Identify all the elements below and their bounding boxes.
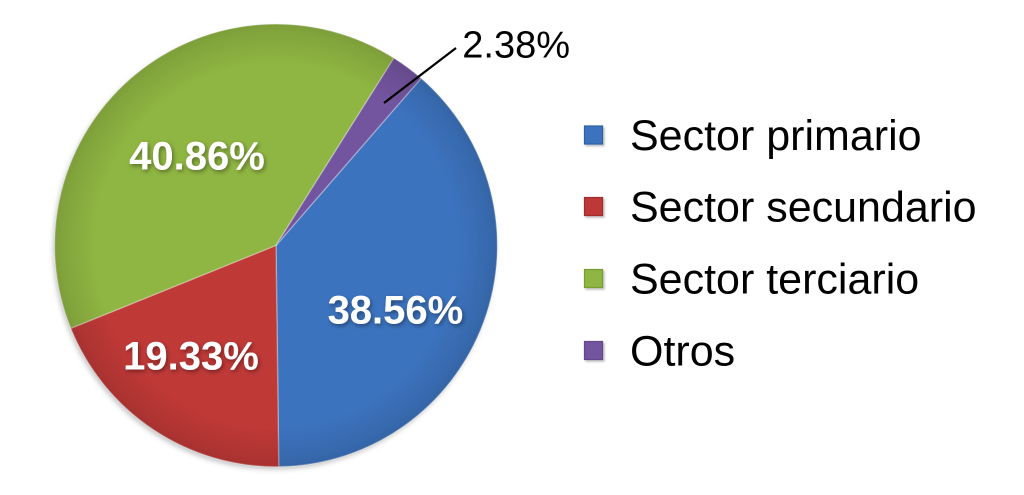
svg-text:2.38%: 2.38% (462, 24, 570, 66)
svg-text:Sector secundario: Sector secundario (630, 183, 977, 231)
svg-text:Otros: Otros (630, 327, 735, 375)
svg-text:38.56%: 38.56% (328, 289, 464, 333)
svg-text:40.86%: 40.86% (129, 135, 265, 179)
svg-text:Sector terciario: Sector terciario (630, 255, 919, 303)
svg-text:19.33%: 19.33% (123, 334, 259, 378)
svg-text:Sector primario: Sector primario (630, 112, 922, 160)
